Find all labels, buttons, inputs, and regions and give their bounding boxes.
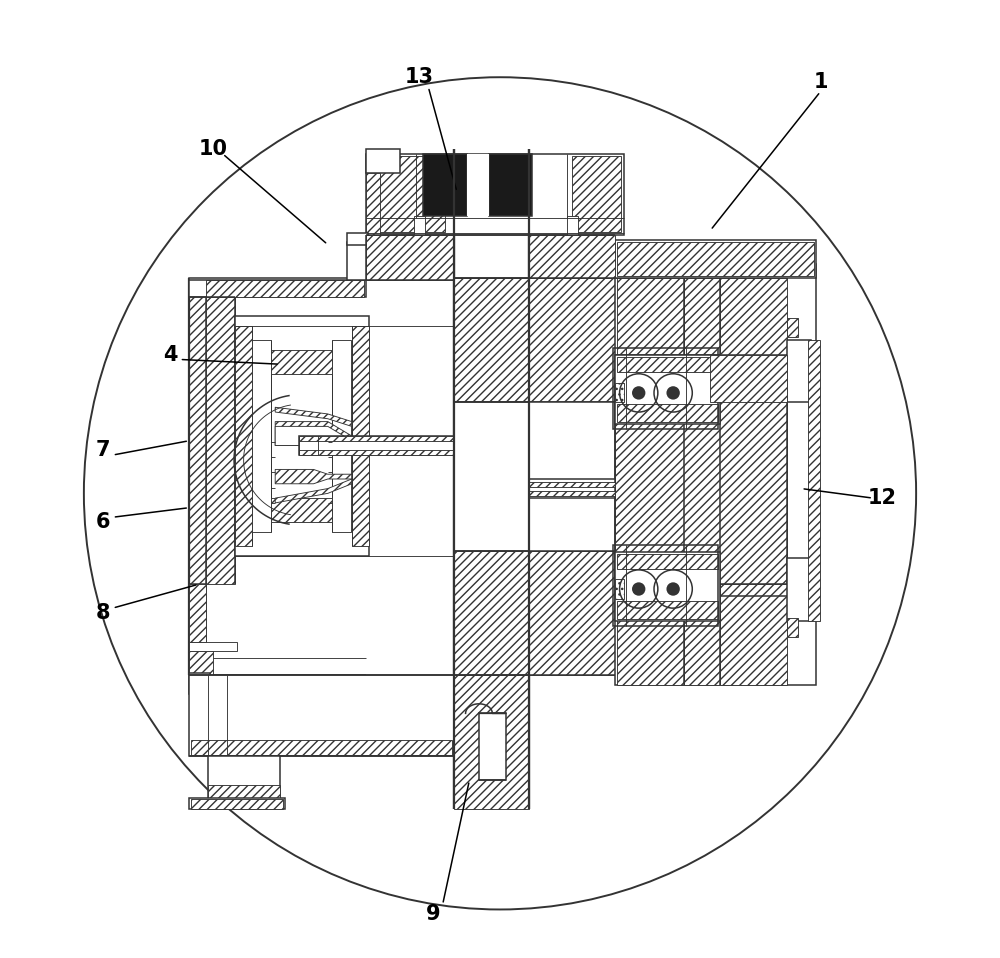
Bar — [191, 800, 283, 809]
Bar — [615, 383, 624, 402]
Bar — [613, 348, 718, 429]
Bar — [787, 618, 798, 637]
Bar — [489, 153, 532, 216]
Circle shape — [666, 386, 680, 399]
Text: 6: 6 — [96, 512, 110, 532]
Bar — [787, 340, 811, 402]
Bar — [479, 714, 506, 781]
Circle shape — [632, 386, 645, 399]
Bar — [271, 350, 332, 374]
Bar — [617, 554, 718, 569]
Bar — [529, 482, 615, 487]
Bar — [414, 216, 425, 235]
Bar — [617, 241, 814, 276]
Bar — [206, 280, 364, 297]
Text: 9: 9 — [426, 904, 440, 924]
Bar — [366, 149, 400, 172]
Bar — [206, 297, 235, 584]
Polygon shape — [454, 675, 529, 809]
Polygon shape — [710, 354, 787, 402]
Text: 7: 7 — [96, 441, 110, 460]
Bar — [617, 265, 684, 354]
Bar — [617, 356, 718, 372]
Bar — [299, 450, 457, 455]
Bar — [189, 798, 285, 809]
Polygon shape — [275, 479, 352, 503]
Bar — [235, 316, 369, 556]
Bar — [191, 741, 452, 755]
Bar — [352, 326, 369, 546]
Bar — [787, 559, 811, 621]
Polygon shape — [275, 469, 352, 484]
Bar — [615, 240, 816, 278]
Bar — [787, 318, 798, 337]
Text: 8: 8 — [96, 603, 110, 623]
Bar — [347, 233, 368, 244]
Bar — [615, 374, 787, 584]
Bar — [189, 651, 213, 675]
Text: 10: 10 — [199, 139, 228, 159]
Bar — [332, 340, 351, 532]
Bar — [617, 602, 718, 619]
Bar — [720, 263, 787, 685]
Bar — [684, 596, 720, 685]
Bar — [299, 436, 457, 455]
Text: 13: 13 — [404, 67, 433, 87]
Polygon shape — [529, 235, 615, 278]
Bar — [454, 278, 655, 402]
Bar — [617, 596, 684, 685]
Bar — [208, 757, 280, 800]
Polygon shape — [615, 263, 787, 278]
Bar — [235, 326, 252, 546]
Text: 1: 1 — [813, 72, 828, 92]
Text: 4: 4 — [163, 345, 177, 365]
Bar — [617, 404, 718, 422]
Bar — [189, 673, 210, 695]
Bar — [613, 545, 718, 627]
Bar — [189, 278, 366, 297]
Bar — [366, 153, 624, 235]
Circle shape — [666, 582, 680, 596]
Bar — [366, 172, 380, 235]
Bar — [189, 642, 237, 651]
Bar — [615, 354, 720, 423]
Bar — [615, 374, 787, 584]
Bar — [454, 402, 655, 551]
Bar — [572, 155, 621, 232]
Bar — [529, 479, 615, 498]
Bar — [208, 786, 280, 800]
Bar — [454, 551, 655, 675]
Polygon shape — [275, 407, 352, 426]
Circle shape — [632, 582, 645, 596]
Bar — [271, 498, 332, 522]
Bar — [299, 436, 457, 441]
Polygon shape — [275, 426, 352, 445]
Polygon shape — [366, 235, 454, 280]
Bar — [615, 263, 816, 685]
Bar — [347, 241, 368, 280]
Bar — [615, 552, 720, 621]
Bar — [423, 153, 467, 216]
Bar — [529, 491, 615, 496]
Bar — [567, 216, 578, 235]
Bar — [189, 675, 454, 757]
Bar — [615, 580, 624, 599]
Bar — [808, 340, 820, 621]
Bar — [189, 584, 206, 642]
Bar — [454, 278, 655, 402]
Bar — [684, 265, 720, 354]
Bar — [368, 155, 445, 232]
Bar — [189, 584, 206, 642]
Polygon shape — [275, 422, 352, 445]
Bar — [467, 153, 489, 216]
Bar — [454, 551, 655, 675]
Text: 12: 12 — [868, 489, 897, 508]
Bar — [189, 278, 206, 675]
Bar — [252, 340, 271, 532]
